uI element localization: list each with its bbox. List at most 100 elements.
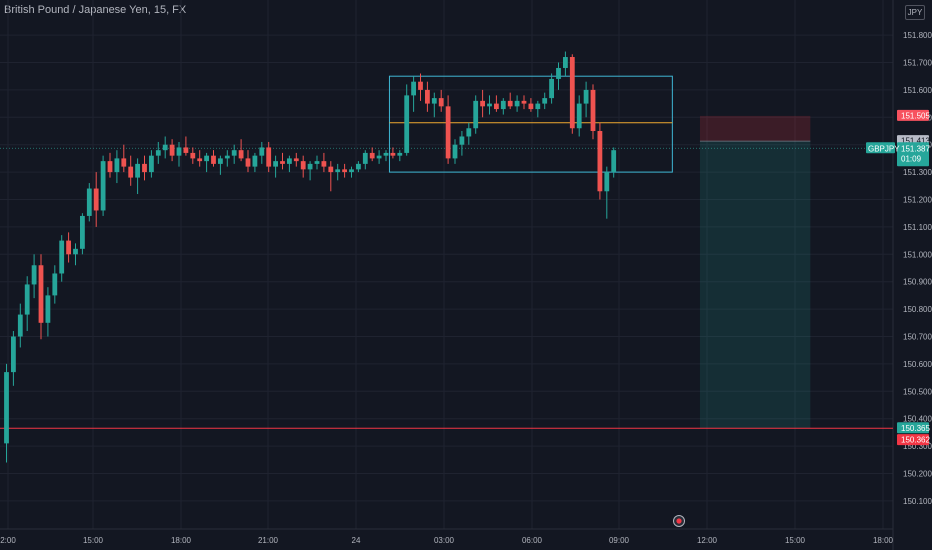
- candle-body: [576, 103, 582, 129]
- bar-countdown: 01:09: [901, 154, 922, 163]
- candle-body: [542, 98, 548, 104]
- candle: [452, 139, 458, 164]
- candle: [218, 155, 223, 175]
- candle: [494, 95, 499, 112]
- candle-body: [321, 161, 327, 167]
- candle: [155, 141, 161, 164]
- candle-body: [31, 265, 37, 285]
- candle-body: [569, 57, 575, 129]
- candle: [135, 158, 140, 195]
- candle-body: [459, 136, 465, 145]
- candle: [66, 232, 71, 263]
- candle: [245, 150, 251, 173]
- chart-title: British Pound / Japanese Yen, 15, FX: [4, 4, 187, 16]
- range-box: [388, 75, 673, 173]
- candle: [31, 254, 37, 299]
- candle: [569, 54, 575, 134]
- candle: [300, 155, 306, 178]
- candle: [611, 147, 617, 178]
- short-position-risk-zone: [699, 115, 811, 142]
- candle: [100, 155, 106, 216]
- price-tick-label: 150.700: [903, 333, 932, 342]
- candle-body: [273, 161, 278, 167]
- candle: [183, 136, 189, 156]
- candle: [52, 265, 58, 304]
- candle-body: [480, 100, 485, 107]
- candle: [390, 147, 396, 159]
- time-tick-label: 12:00: [697, 536, 718, 545]
- candle: [149, 150, 154, 178]
- price-tag-bg: [897, 434, 929, 446]
- price-tick-label: 151.700: [903, 59, 932, 68]
- candle: [107, 152, 113, 178]
- candle-body: [121, 158, 127, 167]
- candle-body: [238, 150, 244, 159]
- candle-body: [231, 150, 237, 156]
- price-tick-label: 151.200: [903, 196, 932, 205]
- economic-event-icon[interactable]: [673, 515, 685, 527]
- candle-body: [390, 152, 396, 156]
- candle-body: [494, 103, 499, 110]
- candle-body: [59, 240, 65, 274]
- candle: [273, 155, 278, 178]
- time-tick-label: 15:00: [83, 536, 104, 545]
- candle: [314, 155, 320, 170]
- price-tick-label: 150.600: [903, 360, 932, 369]
- candle: [604, 166, 610, 219]
- candle: [445, 95, 451, 164]
- candle: [425, 81, 430, 112]
- price-tag-label: 151.413: [901, 137, 930, 146]
- candle-body: [376, 155, 382, 159]
- price-tick-label: 150.800: [903, 305, 932, 314]
- time-tick-label: 18:00: [873, 536, 894, 545]
- candle-body: [521, 100, 527, 104]
- candle-body: [383, 152, 389, 156]
- candle: [335, 163, 341, 181]
- candle-body: [93, 188, 99, 211]
- candle-body: [528, 103, 534, 110]
- candle-body: [500, 100, 506, 110]
- candle-body: [514, 100, 520, 107]
- time-tick-label: 09:00: [609, 536, 630, 545]
- candle: [349, 166, 354, 178]
- candle-body: [293, 158, 299, 162]
- candle-body: [590, 89, 596, 131]
- candle-body: [342, 169, 347, 173]
- candle-body: [204, 155, 209, 162]
- candle-body: [266, 147, 272, 167]
- candle-body: [190, 152, 196, 159]
- candle-body: [155, 150, 161, 156]
- price-tag-bg: [897, 109, 929, 121]
- candle: [342, 163, 347, 178]
- candle-body: [404, 95, 410, 153]
- candle: [514, 95, 520, 112]
- grid-lines: [0, 0, 893, 529]
- candle-body: [100, 161, 106, 211]
- last-price-tag-bg: [897, 142, 929, 167]
- price-tag-label: 150.365: [901, 424, 930, 433]
- candle: [590, 84, 596, 140]
- candle: [211, 150, 216, 167]
- candle-body: [4, 372, 9, 444]
- price-tick-label: 151.000: [903, 250, 932, 259]
- event-icon-dot: [676, 518, 682, 524]
- candle: [528, 98, 534, 112]
- candle: [438, 89, 444, 112]
- candle: [128, 155, 134, 186]
- candle-body: [487, 103, 492, 107]
- candle-body: [135, 163, 140, 178]
- candle: [369, 147, 375, 162]
- candle: [307, 161, 313, 181]
- candle: [93, 172, 99, 227]
- currency-unit-badge[interactable]: JPY: [905, 5, 925, 20]
- candles: [4, 51, 617, 463]
- candle-body: [259, 147, 265, 156]
- candle-body: [473, 100, 479, 129]
- candle-body: [280, 161, 285, 164]
- candle: [597, 122, 603, 200]
- candle: [204, 152, 209, 173]
- candle: [86, 183, 92, 222]
- candle: [4, 363, 9, 463]
